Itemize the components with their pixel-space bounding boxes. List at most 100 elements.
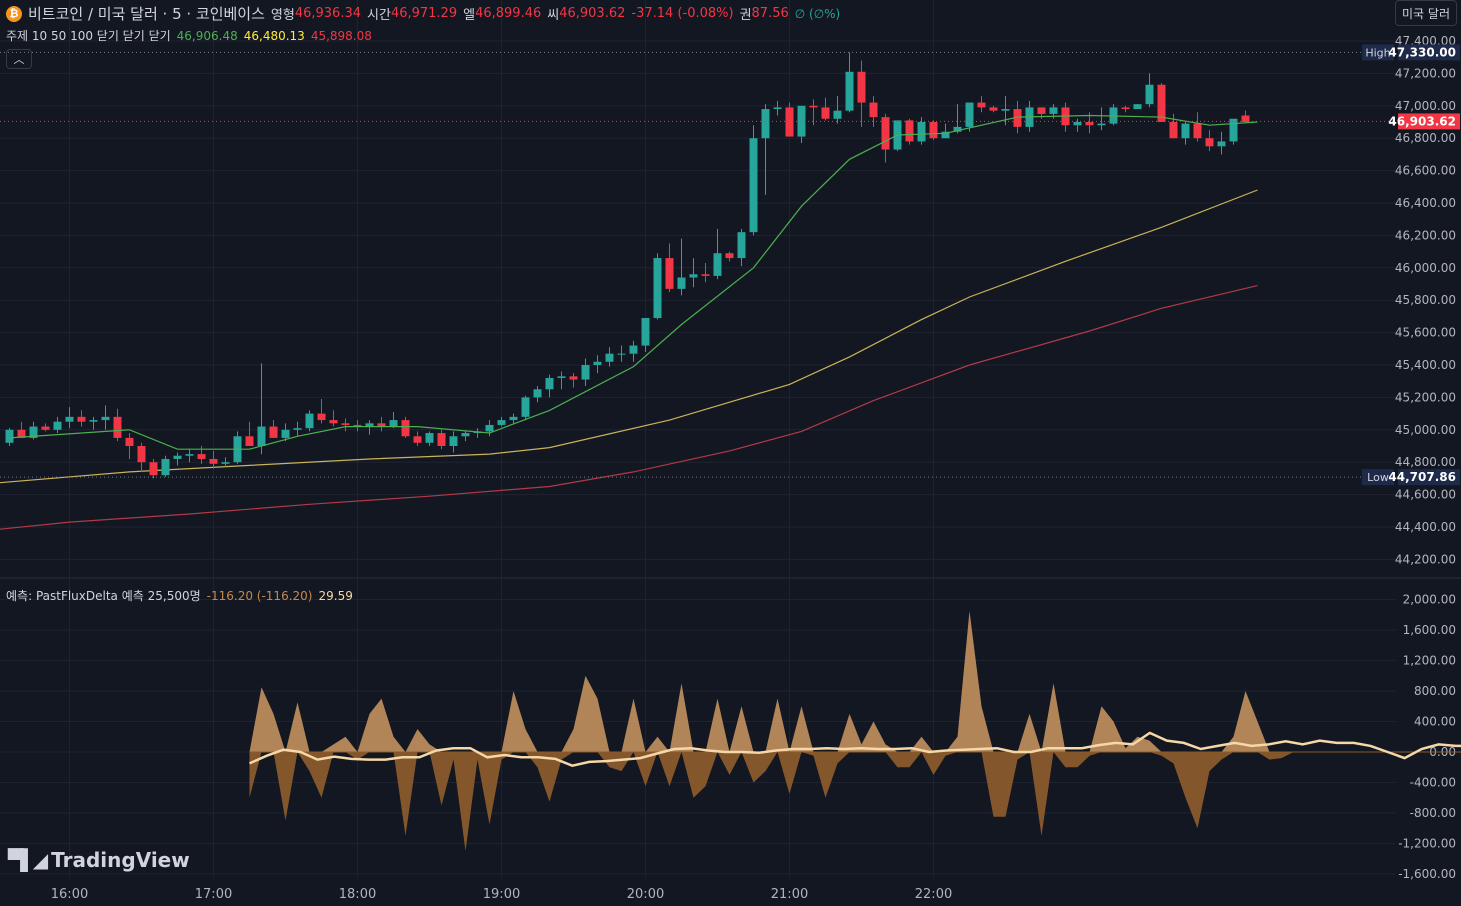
high-marker-value: 47,330.00 — [1388, 45, 1456, 59]
candle — [785, 102, 794, 137]
candle — [617, 345, 626, 362]
indicator-value-1: -116.20 (-116.20) — [206, 588, 313, 603]
candle-body — [533, 389, 542, 398]
price-tick-label: 45,200.00 — [1395, 390, 1456, 404]
candle-body — [857, 71, 866, 103]
candle — [557, 371, 566, 390]
candle-body — [401, 420, 410, 437]
candle-body — [1145, 84, 1154, 105]
time-tick-label: 20:00 — [627, 887, 664, 902]
candle-body — [365, 423, 374, 427]
candle — [1169, 113, 1178, 139]
candle — [533, 386, 542, 403]
time-tick-label: 18:00 — [339, 887, 376, 902]
candle — [233, 431, 242, 464]
candle — [1061, 102, 1070, 132]
candle — [1073, 118, 1082, 132]
ma10-line — [9, 114, 1258, 450]
low-value: 46,899.46 — [475, 6, 542, 21]
high-marker-label-box — [1362, 44, 1394, 61]
low-label: 엘 — [463, 8, 476, 23]
price-tick-label: 44,800.00 — [1395, 455, 1456, 469]
candle — [965, 102, 974, 132]
candle-body — [461, 433, 470, 437]
osc-tick-label: 400.00 — [1414, 715, 1456, 729]
low-marker-label-box — [1362, 469, 1394, 486]
candle-body — [1001, 109, 1010, 111]
candle-body — [1121, 107, 1130, 110]
candle — [1181, 122, 1190, 145]
ma100-value: 45,898.08 — [310, 28, 372, 43]
candle-body — [1097, 123, 1106, 126]
candle-body — [173, 455, 182, 459]
candle — [53, 416, 62, 434]
currency-button[interactable]: 미국 달러 — [1395, 0, 1457, 26]
low-marker-value: 44,707.86 — [1388, 470, 1456, 484]
candle-body — [1133, 104, 1142, 110]
chevron-up-icon: ︿ — [13, 53, 25, 66]
candle — [1145, 73, 1154, 108]
time-tick-label: 21:00 — [771, 887, 808, 902]
candle — [953, 104, 962, 134]
ma100-line — [0, 285, 1258, 530]
candle — [437, 429, 446, 450]
candle-body — [773, 107, 782, 110]
indicator-value-2: 29.59 — [318, 588, 353, 603]
candle-body — [737, 232, 746, 259]
osc-tick-label: -400.00 — [1410, 776, 1456, 790]
candle — [881, 113, 890, 163]
bitcoin-icon: ₿ — [6, 5, 22, 22]
osc-tick-label: -1,600.00 — [1398, 867, 1456, 881]
price-tick-label: 46,800.00 — [1395, 131, 1456, 145]
candle-body — [5, 429, 14, 443]
candle — [293, 421, 302, 437]
candle-body — [329, 420, 338, 424]
candle-body — [845, 71, 854, 111]
tradingview-logo: ▀▌◢ TradingView — [8, 848, 190, 872]
candle — [185, 449, 194, 463]
candle-body — [725, 253, 734, 259]
candle-body — [1241, 115, 1250, 122]
candle — [569, 373, 578, 388]
price-tick-label: 47,200.00 — [1395, 66, 1456, 80]
candle — [149, 458, 158, 479]
candle — [845, 52, 854, 113]
candle — [1205, 130, 1214, 152]
symbol-title[interactable]: 비트코인 / 미국 달러 · 5 · 코인베이스 — [28, 5, 265, 23]
candle-body — [1169, 122, 1178, 139]
ma50-line — [0, 189, 1258, 484]
candle — [1121, 105, 1130, 113]
open-value: 46,936.34 — [294, 6, 362, 21]
candle — [17, 421, 26, 438]
osc-tick-label: -1,200.00 — [1398, 837, 1456, 851]
candle — [929, 120, 938, 140]
candle — [629, 340, 638, 362]
indicator-legend[interactable]: 예측: PastFluxDelta 예측 25,500명 -116.20 (-1… — [6, 587, 353, 604]
price-tick-label: 46,400.00 — [1395, 196, 1456, 210]
collapse-legend-button[interactable]: ︿ — [6, 49, 32, 69]
candle-body — [1085, 122, 1094, 126]
candle-body — [1157, 84, 1166, 122]
candle-body — [557, 376, 566, 378]
candle — [221, 457, 230, 468]
candle — [833, 96, 842, 124]
candle — [89, 416, 98, 430]
candle-body — [449, 436, 458, 446]
candle — [77, 410, 86, 427]
candle — [581, 358, 590, 387]
candle-body — [605, 353, 614, 362]
ma-legend[interactable]: 주제 10 50 100 닫기 닫기 닫기 46,906.48 46,480.1… — [6, 27, 372, 44]
candle-body — [809, 105, 818, 108]
candle — [257, 363, 266, 455]
candle — [113, 408, 122, 442]
indicator-legend-label: 예측: PastFluxDelta 예측 25,500명 — [6, 589, 201, 603]
osc-tick-label: -800.00 — [1410, 806, 1456, 820]
candle — [65, 407, 74, 429]
candle-body — [665, 258, 674, 289]
candle — [821, 97, 830, 121]
candle-body — [1049, 107, 1058, 114]
candle — [857, 60, 866, 127]
candle-body — [1013, 109, 1022, 127]
candle-body — [65, 416, 74, 422]
